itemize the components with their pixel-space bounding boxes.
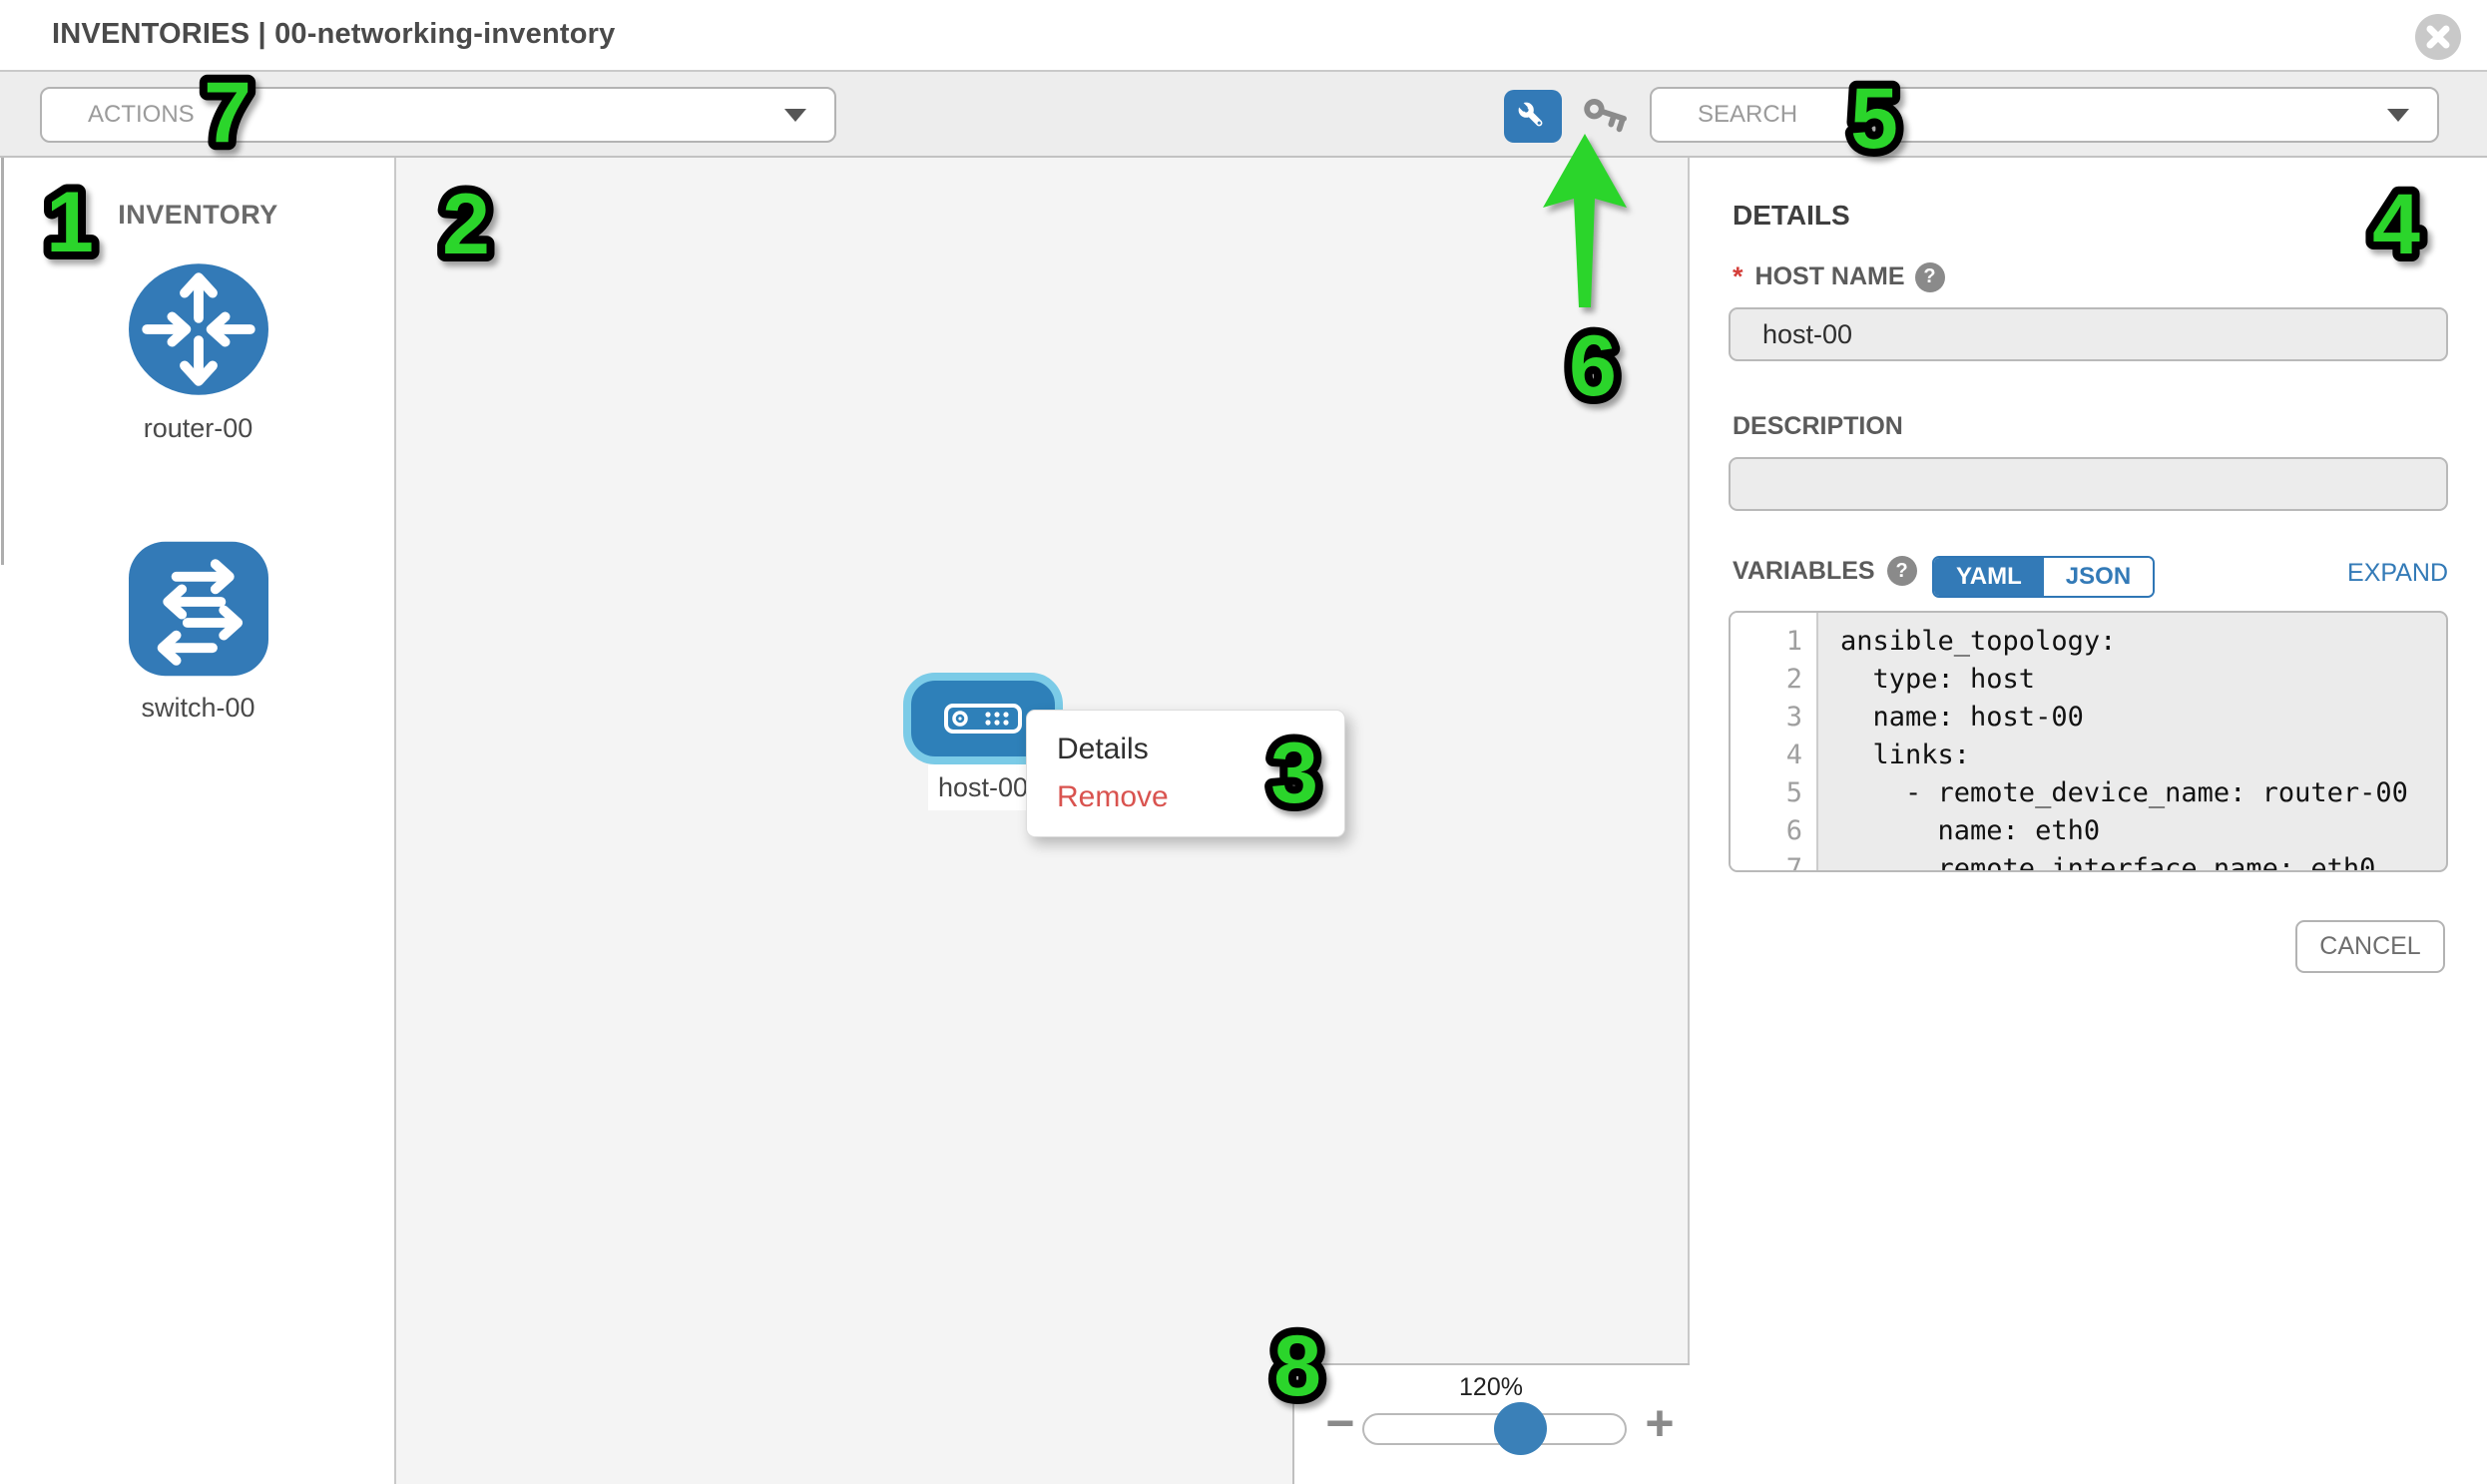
required-asterisk: * [1733,261,1743,291]
line-number: 1 [1785,626,1802,657]
canvas-node-host-00[interactable] [903,673,1063,764]
details-panel-title: DETAILS [1733,200,1850,231]
code-line: type: host [1840,664,2036,695]
help-icon[interactable]: ? [1886,556,1917,586]
node-context-menu: Details Remove [1026,710,1345,837]
close-button[interactable] [2415,14,2461,60]
sidebar-edge-divider [1,158,4,565]
sidebar-item-router-00[interactable]: router-00 [0,259,396,444]
context-menu-item-remove[interactable]: Remove [1057,780,1169,813]
header-bar: INVENTORIES | 00-networking-inventory [0,0,2487,72]
configure-tools-button[interactable] [1504,90,1562,143]
router-icon [128,263,268,395]
line-number: 5 [1785,777,1802,808]
canvas-node-label: host-00 [928,764,1038,810]
line-number: 6 [1785,815,1802,846]
code-line: - remote_device_name: router-00 [1840,777,2408,808]
variables-label-row: VARIABLES ? [1733,556,1917,586]
variables-label: VARIABLES [1733,556,1875,585]
key-icon [1584,99,1627,133]
wrench-icon [1517,100,1543,126]
editor-code-content[interactable]: ansible_topology: type: host name: host-… [1818,613,2446,870]
sidebar-item-label: switch-00 [141,693,255,723]
editor-line-numbers: 1 2 3 4 5 6 7 [1731,613,1818,870]
line-number: 4 [1785,740,1802,770]
zoom-level-value: 120% [1459,1373,1523,1401]
switch-icon [128,541,268,677]
description-field-label-row: DESCRIPTION [1733,412,1903,441]
toggle-yaml[interactable]: YAML [1934,558,2044,596]
sidebar-item-label: router-00 [143,413,253,443]
help-icon[interactable]: ? [1914,261,1945,292]
line-number: 2 [1785,664,1802,695]
chevron-down-icon [784,108,806,122]
page-title: INVENTORIES | 00-networking-inventory [52,18,616,50]
zoom-slider-thumb[interactable] [1494,1402,1547,1455]
context-menu-item-details[interactable]: Details [1057,733,1149,765]
code-line: ansible_topology: [1840,626,2117,657]
code-line: links: [1840,740,1971,770]
line-number: 3 [1785,702,1802,733]
description-input[interactable] [1729,457,2448,511]
host-name-label: HOST NAME [1754,262,1905,290]
line-number: 7 [1785,853,1802,872]
sidebar-item-switch-00[interactable]: switch-00 [0,539,396,724]
search-dropdown-label: SEARCH [1698,101,1798,128]
description-label: DESCRIPTION [1733,412,1903,440]
variables-code-editor[interactable]: 1 2 3 4 5 6 7 ansible_topology: type: ho… [1729,611,2448,872]
variables-format-toggle: YAML JSON [1932,556,2156,598]
host-icon [944,704,1022,734]
zoom-out-button[interactable]: − [1325,1395,1355,1451]
inventory-section-title: INVENTORY [118,200,278,230]
actions-dropdown[interactable]: ACTIONS [40,87,836,143]
code-line: remote_interface_name: eth0 [1840,853,2376,872]
close-icon [2426,25,2450,49]
host-name-input[interactable] [1729,307,2448,361]
zoom-in-button[interactable]: + [1645,1395,1675,1451]
actions-dropdown-label: ACTIONS [88,101,195,128]
key-credentials-button[interactable] [1577,92,1633,142]
host-name-field-label-row: * HOST NAME ? [1733,261,1945,292]
code-line: name: host-00 [1840,702,2084,733]
cancel-button[interactable]: CANCEL [2295,920,2445,973]
chevron-down-icon [2387,108,2409,122]
search-dropdown[interactable]: SEARCH [1650,87,2439,143]
expand-link[interactable]: EXPAND [2347,559,2448,587]
toggle-json[interactable]: JSON [2043,558,2154,596]
code-line: name: eth0 [1840,815,2101,846]
